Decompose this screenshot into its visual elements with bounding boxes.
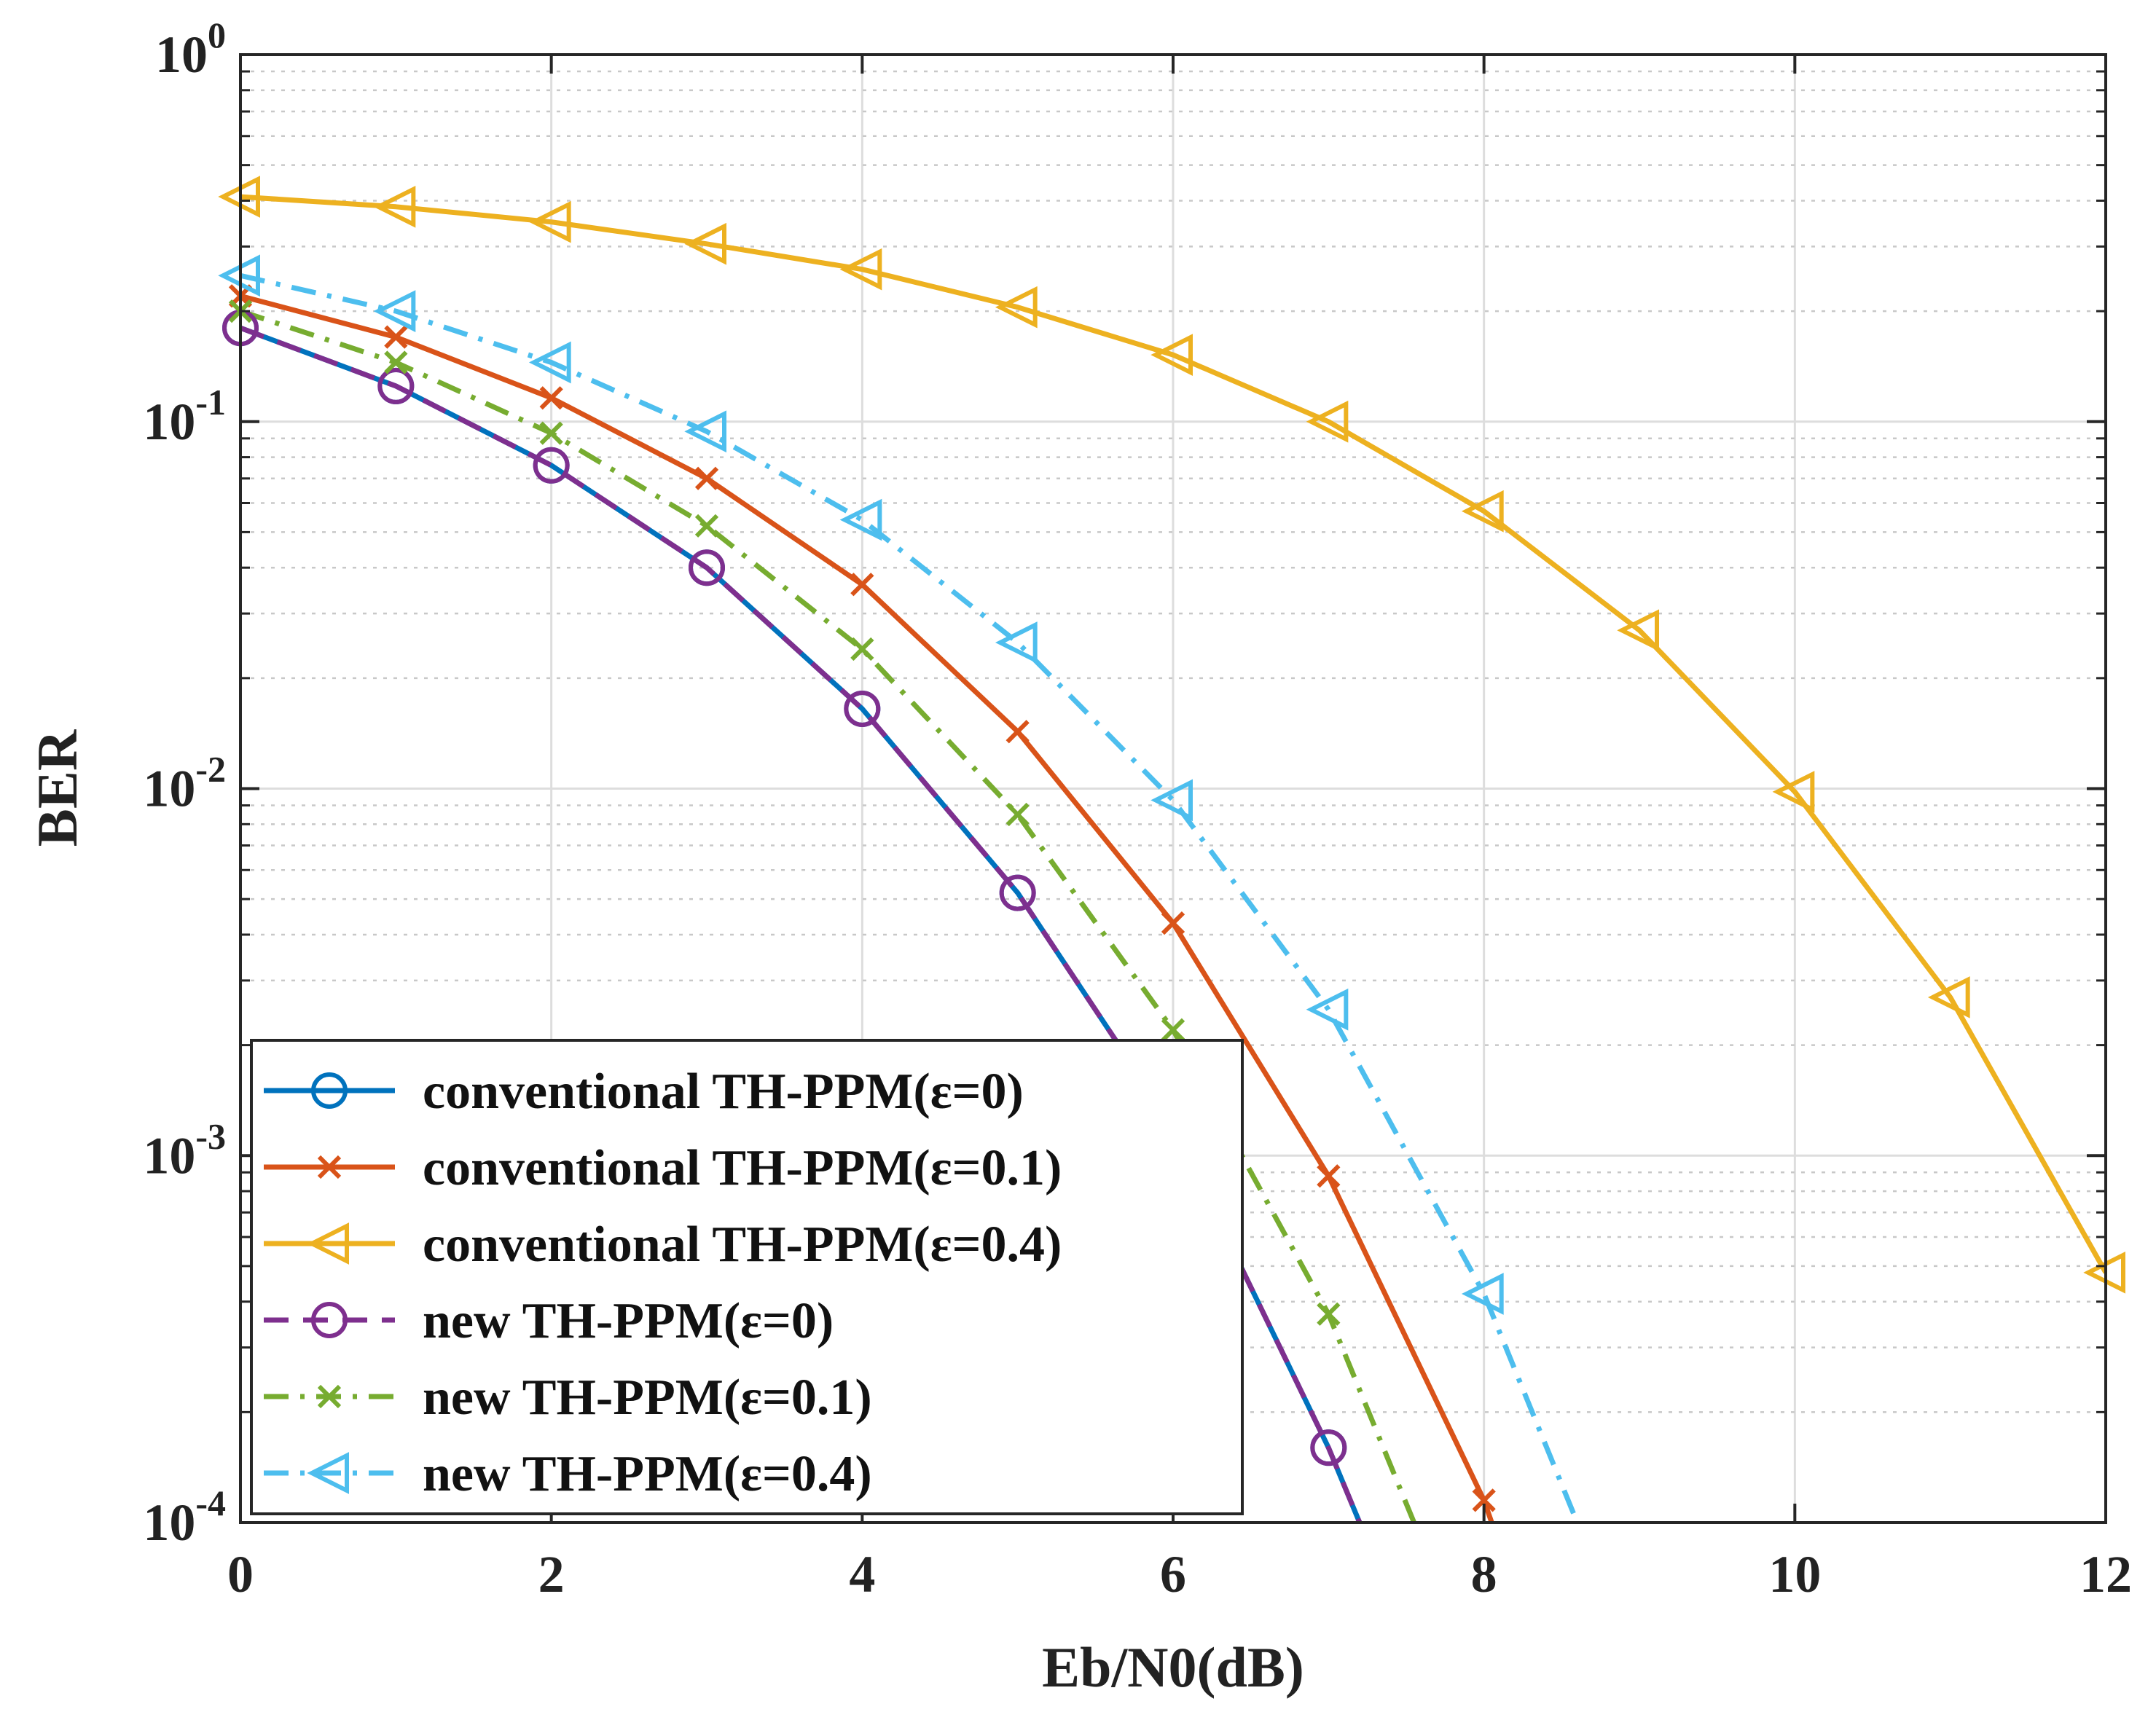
series-3-point <box>1927 976 1970 1018</box>
series-3-point <box>995 286 1038 329</box>
series-3-point <box>684 222 726 265</box>
series-6-point <box>1306 988 1349 1031</box>
series-4-point <box>533 447 570 484</box>
y-tick-labels: 100 10-1 10-2 10-3 10-4 <box>143 15 226 1552</box>
series-line-6 <box>240 272 1580 1523</box>
series-4-point <box>844 690 881 727</box>
legend-marker-3 <box>307 1222 349 1265</box>
x-tick-label: 0 <box>227 1545 254 1603</box>
series-6-point <box>528 341 571 384</box>
legend-label-4: new TH-PPM(ε=0) <box>423 1293 834 1349</box>
series-group <box>240 194 2106 1523</box>
series-2-point <box>384 325 408 349</box>
series-3-point <box>839 248 882 291</box>
x-tick-label: 10 <box>1768 1545 1821 1603</box>
legend: conventional TH-PPM(ε=0) conventional TH-… <box>250 1039 1244 1515</box>
series-4-point <box>1310 1429 1347 1466</box>
series-6-point <box>1461 1273 1504 1315</box>
legend-label-2: conventional TH-PPM(ε=0.1) <box>423 1140 1062 1196</box>
series-5-point <box>694 514 719 538</box>
series-2-point <box>1472 1488 1496 1512</box>
series-3-point <box>1617 609 1659 652</box>
legend-marker-5 <box>317 1384 342 1409</box>
y-tick-label: 10-2 <box>143 749 226 818</box>
x-axis-label: Eb/N0(dB) <box>1042 1635 1304 1699</box>
series-6-point <box>839 498 882 541</box>
series-6-point <box>373 290 416 332</box>
series-3-point <box>1306 400 1349 443</box>
series-line-3 <box>240 194 2106 1274</box>
x-tick-label: 6 <box>1160 1545 1186 1603</box>
tick-marks <box>239 53 2107 1524</box>
y-axis-label: BER <box>26 729 89 847</box>
series-line-2 <box>240 293 1494 1523</box>
legend-box <box>250 1039 1244 1515</box>
series-2-point <box>1161 911 1185 935</box>
y-tick-label: 100 <box>155 15 226 84</box>
series-5-point <box>1006 802 1030 827</box>
series-line-4 <box>240 325 1363 1523</box>
series-6-point <box>1150 779 1193 822</box>
legend-marker-6 <box>307 1452 349 1494</box>
series-4-point <box>689 549 725 586</box>
series-5-point <box>1161 1018 1185 1042</box>
series-2-point <box>1006 720 1030 744</box>
x-tick-label: 2 <box>538 1545 565 1603</box>
series-2-point <box>1317 1164 1341 1188</box>
y-tick-label: 10-4 <box>143 1483 226 1552</box>
x-tick-label: 12 <box>2079 1545 2132 1603</box>
series-6-point <box>684 410 726 453</box>
legend-marker-2 <box>317 1155 342 1179</box>
legend-label-6: new TH-PPM(ε=0.4) <box>423 1446 872 1502</box>
x-tick-labels: 0 2 4 6 8 10 12 <box>227 1545 2132 1603</box>
series-5-point <box>850 637 874 661</box>
y-tick-label: 10-3 <box>143 1115 226 1185</box>
legend-label-5: new TH-PPM(ε=0.1) <box>423 1370 872 1426</box>
series-3-point <box>1772 771 1815 813</box>
series-2-point <box>850 573 874 597</box>
x-tick-label: 4 <box>849 1545 875 1603</box>
legend-label-3: conventional TH-PPM(ε=0.4) <box>423 1217 1062 1273</box>
series-3-point <box>528 200 571 243</box>
legend-marker-1 <box>311 1072 348 1109</box>
series-3-point <box>1150 334 1193 377</box>
legend-marker-4 <box>311 1302 348 1338</box>
series-5-point <box>1317 1302 1341 1326</box>
series-5-point <box>384 350 408 374</box>
series-4-point <box>377 367 415 404</box>
x-tick-label: 8 <box>1471 1545 1497 1603</box>
series-2-point <box>539 386 563 410</box>
series-4-point <box>999 874 1036 911</box>
series-3-point <box>1461 490 1504 533</box>
series-3-point <box>373 185 416 228</box>
series-6-point <box>995 621 1038 664</box>
series-2-point <box>694 466 719 490</box>
series-5-point <box>539 421 563 445</box>
legend-label-1: conventional TH-PPM(ε=0) <box>423 1064 1024 1120</box>
y-tick-label: 10-1 <box>143 382 226 451</box>
series-line-5 <box>240 308 1416 1523</box>
